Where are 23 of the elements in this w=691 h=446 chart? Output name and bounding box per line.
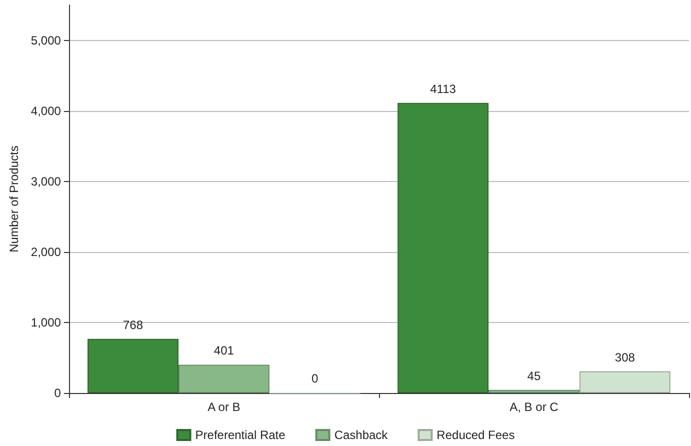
y-tick-label: 0 [54, 386, 62, 400]
data-label: 0 [312, 372, 319, 386]
bar [88, 338, 178, 393]
y-axis-title: Number of Products [7, 146, 21, 252]
legend-label: Preferential Rate [195, 428, 286, 442]
y-tick-label: 4,000 [30, 104, 62, 118]
legend-label: Cashback [334, 428, 389, 442]
data-label: 308 [614, 350, 636, 364]
y-tick-label: 1,000 [30, 315, 62, 330]
x-tick-label: A, B or C [510, 400, 559, 414]
data-label: 45 [527, 368, 541, 383]
bar [398, 102, 489, 393]
y-tick-label: 2,000 [30, 244, 62, 259]
bar [579, 371, 670, 393]
y-tick-label: 3,000 [30, 174, 62, 188]
y-tick-label: 5,000 [30, 33, 62, 48]
data-label: 4113 [430, 82, 456, 96]
bar [488, 390, 580, 393]
legend-label: Reduced Fees [436, 428, 515, 442]
bar [178, 364, 270, 393]
data-label: 768 [122, 318, 144, 332]
data-label: 401 [214, 344, 234, 358]
x-tick-label: A or B [208, 400, 240, 414]
